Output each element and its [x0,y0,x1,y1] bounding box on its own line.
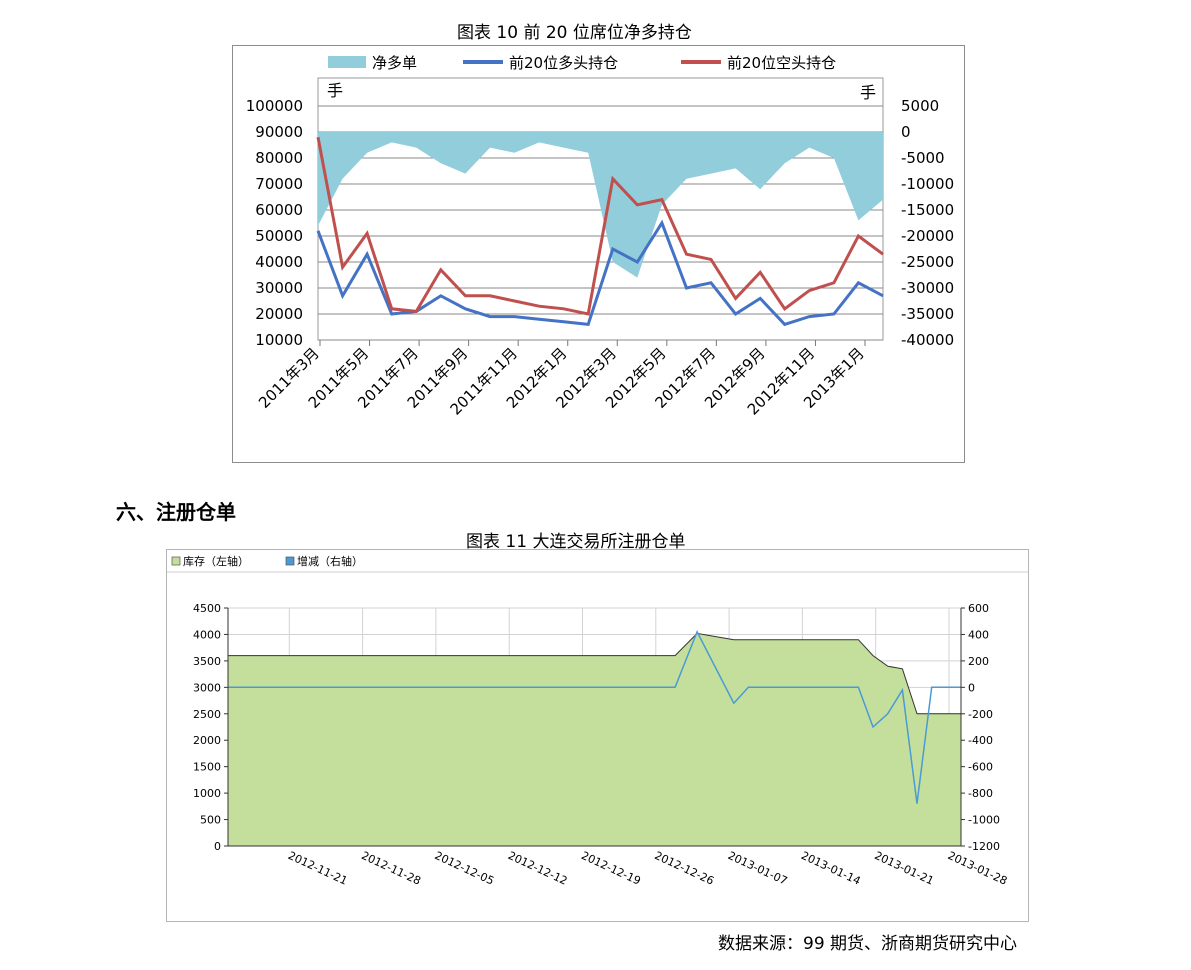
right-tick-label: -1000 [968,814,1000,827]
right-tick-label: -5000 [901,149,945,167]
right-tick-label: -25000 [901,253,954,271]
series-short-line [316,136,884,316]
x-tick-label: 2012-11-28 [359,849,422,888]
right-tick-label: 0 [968,681,975,694]
legend-change-label: 增减（右轴） [297,554,363,568]
left-tick-label: 3000 [193,681,221,694]
left-tick-label: 2500 [193,708,221,721]
legend-short-label: 前20位空头持仓 [727,54,836,72]
x-axis-ticks: 2011年3月2011年5月2011年7月2011年9月2011年11月2012… [255,340,868,419]
right-tick-label: -400 [968,734,993,747]
right-tick-label: -30000 [901,279,954,297]
right-tick-label: 0 [901,123,911,141]
right-tick-label: -10000 [901,175,954,193]
left-tick-label: 3500 [193,655,221,668]
series-net-area [318,132,883,278]
section-heading: 六、注册仓单 [116,500,236,524]
figure11-chart: 库存（左轴） 增减（右轴） 45004000350030002500200015… [167,554,1028,888]
legend-change-swatch [285,556,295,566]
left-tick-label: 4500 [193,602,221,615]
x-tick-label: 2013-01-14 [799,849,862,888]
left-tick-label: 20000 [255,305,303,323]
right-tick-label: -20000 [901,227,954,245]
right-tick-label: -15000 [901,201,954,219]
right-tick-label: -600 [968,761,993,774]
right-tick-label: -800 [968,787,993,800]
left-tick-label: 4000 [193,628,221,641]
right-tick-label: -40000 [901,331,954,349]
left-tick-label: 100000 [246,97,303,115]
right-tick-label: -1200 [968,840,1000,853]
right-tick-label: 200 [968,655,989,668]
x-tick-label: 2012-12-26 [653,849,716,888]
x-tick-label: 2012-12-05 [433,849,496,888]
series-change-line [228,629,961,804]
figure11-panel: 库存（左轴） 增减（右轴） 4500 4000 3500 3000 2500 2000 15… [166,549,1029,922]
figure11-title: 图表 11 大连交易所注册仓单 [466,532,686,552]
right-tick-label: 400 [968,628,989,641]
x-tick-label: 2012-12-19 [579,849,642,888]
x-axis-ticks: 2012-11-21 2012-11-28 2012-12-05 2012-12-12… [286,849,1009,888]
unit-right-label: 手 [860,83,876,102]
left-tick-label: 80000 [255,149,303,167]
x-tick-label: 2013-01-21 [872,849,935,888]
right-tick-label: -200 [968,708,993,721]
left-tick-label: 1500 [193,761,221,774]
figure10-chart: 净多单 前20位多头持仓 前20位空头持仓 手 手 10000090000800… [246,54,954,419]
left-axis-ticks: 4500 4000 3500 3000 2500 2000 1500 1000 500 0 [193,602,228,853]
legend-stock-swatch [171,556,181,566]
left-tick-label: 10000 [255,331,303,349]
x-tick-label: 2012-11-21 [286,849,349,888]
x-tick-label: 2013-01-28 [946,849,1009,888]
left-tick-label: 2000 [193,734,221,747]
right-axis-ticks: 5000 0 -5000 -10000 -15000 -20000 -25000 -30000… [901,97,954,349]
left-tick-label: 70000 [255,175,303,193]
series-stock-area [227,632,962,847]
unit-left-label: 手 [327,81,343,100]
right-tick-label: 5000 [901,97,939,115]
x-tick-label: 2012-12-12 [506,849,569,888]
left-tick-label: 1000 [193,787,221,800]
left-tick-label: 500 [200,814,221,827]
legend-long-label: 前20位多头持仓 [509,54,618,72]
left-tick-label: 60000 [255,201,303,219]
right-axis-ticks: 600 400 200 0 -200 -400 -600 -800 -1000 -1200 [961,602,1000,853]
right-tick-label: 600 [968,602,989,615]
left-tick-label: 40000 [255,253,303,271]
x-tick-label: 2013-01-07 [726,849,789,888]
source-note: 数据来源：99 期货、浙商期货研究中心 [718,934,1018,954]
left-tick-label: 0 [214,840,221,853]
legend-net-swatch [328,56,366,68]
left-tick-label: 90000 [255,123,303,141]
figure10-panel: 净多单 前20位多头持仓 前20位空头持仓 手 手 100000 90000 800… [232,45,965,463]
figure10-title: 图表 10 前 20 位席位净多持仓 [457,23,692,43]
left-tick-label: 50000 [255,227,303,245]
legend-net-label: 净多单 [372,54,417,72]
left-axis-ticks: 100000 90000 80000 70000 60000 50000 40000 3000… [246,97,303,349]
right-tick-label: -35000 [901,305,954,323]
legend-stock-label: 库存（左轴） [183,554,249,568]
plot-frame [317,77,884,341]
left-tick-label: 30000 [255,279,303,297]
